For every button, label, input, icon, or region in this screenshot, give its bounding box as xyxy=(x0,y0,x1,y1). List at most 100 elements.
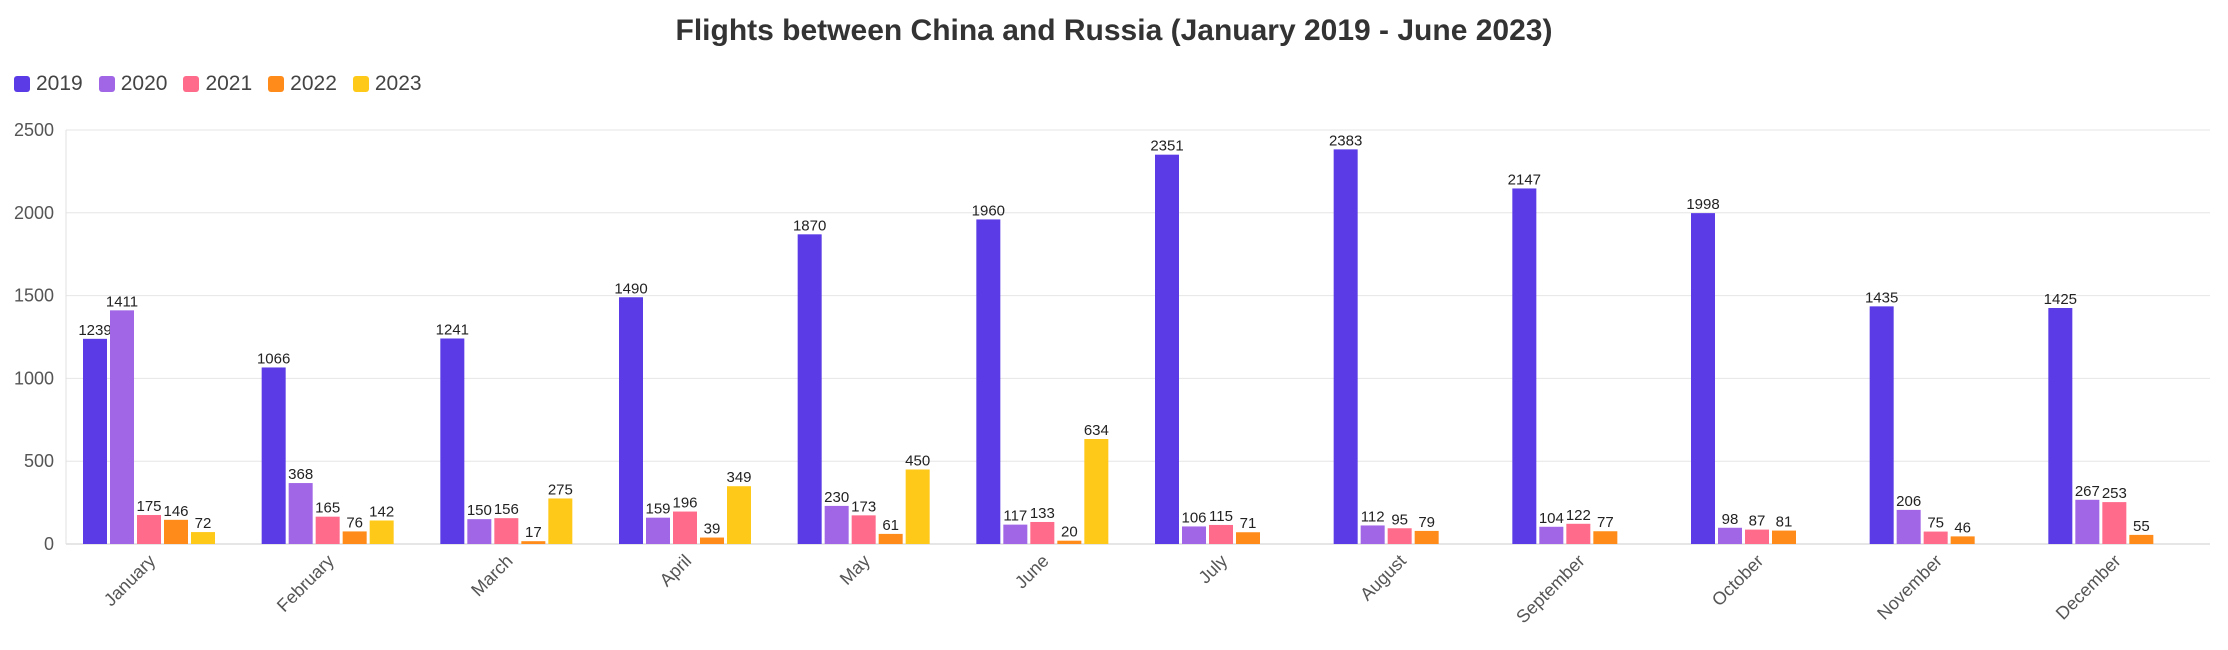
y-tick-label: 2000 xyxy=(14,203,54,223)
data-label-2022-september: 77 xyxy=(1597,514,1614,531)
bar-2021-january xyxy=(137,515,161,544)
legend-item-2022[interactable]: 2022 xyxy=(268,72,337,96)
data-label-2020-june: 117 xyxy=(1003,508,1027,525)
data-label-2022-october: 81 xyxy=(1776,514,1793,531)
data-label-2019-august: 2383 xyxy=(1329,132,1362,149)
bar-2019-may xyxy=(797,234,822,544)
bar-2020-august xyxy=(1360,525,1385,544)
data-label-2022-march: 17 xyxy=(525,524,542,541)
legend-item-2021[interactable]: 2021 xyxy=(183,72,252,96)
data-label-2023-may: 450 xyxy=(905,452,930,469)
bar-2021-february xyxy=(315,516,340,544)
data-label-2021-january: 175 xyxy=(136,498,161,515)
bar-2021-october xyxy=(1745,529,1769,544)
y-tick-label: 0 xyxy=(44,534,54,554)
x-tick-label-september: September xyxy=(1512,551,1588,627)
legend-label-2019: 2019 xyxy=(36,72,83,95)
bar-2021-march xyxy=(494,518,519,544)
legend-item-2020[interactable]: 2020 xyxy=(98,72,168,96)
bar-2022-april xyxy=(700,537,724,544)
data-label-2022-august: 79 xyxy=(1418,514,1435,531)
data-label-2023-february: 142 xyxy=(369,503,394,520)
bar-2019-march xyxy=(440,338,465,544)
legend-label-2023: 2023 xyxy=(374,72,422,95)
y-tick-label: 1000 xyxy=(14,368,54,388)
bar-2020-january xyxy=(110,310,134,544)
bar-2022-october xyxy=(1772,530,1796,544)
data-label-2021-june: 133 xyxy=(1030,505,1055,522)
data-label-2019-june: 1960 xyxy=(972,202,1005,219)
chart-title: Flights between China and Russia (Januar… xyxy=(675,14,1553,47)
data-label-2020-august: 112 xyxy=(1361,508,1385,525)
data-label-2020-september: 104 xyxy=(1539,510,1564,527)
x-tick-label-may: May xyxy=(836,551,874,589)
data-label-2023-march: 275 xyxy=(548,481,573,498)
bar-2020-april xyxy=(646,517,670,544)
bar-2021-may xyxy=(851,515,876,544)
bar-2020-july xyxy=(1182,526,1206,544)
data-label-2022-july: 71 xyxy=(1240,515,1257,532)
bar-2022-november xyxy=(1950,536,1975,544)
legend-swatch-2021 xyxy=(183,76,200,92)
data-label-2020-january: 1411 xyxy=(106,293,138,310)
legend-swatch-2022 xyxy=(268,76,285,92)
legend-swatch-2019 xyxy=(14,76,30,92)
data-label-2023-june: 634 xyxy=(1084,422,1109,439)
bar-2022-december xyxy=(2129,534,2154,544)
legend-item-2023[interactable]: 2023 xyxy=(352,72,422,96)
data-label-2020-november: 206 xyxy=(1896,493,1921,510)
data-label-2020-february: 368 xyxy=(288,466,313,483)
data-label-2022-january: 146 xyxy=(163,503,188,520)
legend-swatch-2023 xyxy=(352,76,369,92)
data-label-2019-april: 1490 xyxy=(614,280,647,297)
y-tick-label: 2500 xyxy=(14,120,54,140)
bar-2021-november xyxy=(1923,531,1948,544)
x-tick-label-february: February xyxy=(273,551,338,616)
bar-2020-june xyxy=(1003,524,1028,544)
data-label-2021-september: 122 xyxy=(1566,507,1591,524)
data-label-2022-may: 61 xyxy=(882,517,899,534)
bar-2019-january xyxy=(83,338,107,544)
legend-label-2021: 2021 xyxy=(205,72,253,95)
bar-2021-june xyxy=(1030,521,1055,544)
bar-2022-january xyxy=(164,519,188,544)
bar-2022-september xyxy=(1593,531,1618,544)
data-label-2021-february: 165 xyxy=(315,500,340,517)
legend-label-2020: 2020 xyxy=(120,72,168,95)
bar-2019-september xyxy=(1512,188,1537,545)
bar-2020-november xyxy=(1896,509,1921,544)
x-tick-label-july: July xyxy=(1195,551,1232,588)
bar-2022-july xyxy=(1236,532,1260,544)
bar-2020-march xyxy=(467,519,492,544)
legend-item-2019[interactable]: 2019 xyxy=(14,72,83,96)
data-label-2020-may: 230 xyxy=(824,489,849,506)
data-label-2021-november: 75 xyxy=(1927,515,1944,532)
x-tick-label-april: April xyxy=(656,551,696,591)
data-label-2021-april: 196 xyxy=(672,495,697,512)
data-label-2022-november: 46 xyxy=(1954,519,1971,536)
bar-2023-june xyxy=(1084,439,1109,544)
data-label-2019-may: 1870 xyxy=(793,217,826,234)
data-label-2019-july: 2351 xyxy=(1150,138,1183,155)
bar-2021-july xyxy=(1209,524,1233,544)
data-label-2019-september: 2147 xyxy=(1508,171,1541,188)
bar-2020-september xyxy=(1539,526,1564,544)
bar-2021-april xyxy=(673,511,697,544)
data-label-2019-february: 1066 xyxy=(257,350,290,367)
x-tick-label-august: August xyxy=(1356,551,1410,605)
bar-2023-april xyxy=(727,486,751,544)
data-label-2022-december: 55 xyxy=(2133,518,2150,535)
bar-2022-february xyxy=(342,531,367,544)
data-label-2019-march: 1241 xyxy=(436,321,469,338)
data-label-2021-december: 253 xyxy=(2102,485,2127,502)
bar-2019-april xyxy=(619,297,643,544)
data-label-2019-january: 1239 xyxy=(78,322,111,339)
data-label-2021-august: 95 xyxy=(1391,511,1408,528)
x-tick-label-october: October xyxy=(1708,551,1767,610)
data-label-2020-october: 98 xyxy=(1722,511,1739,528)
bar-2019-june xyxy=(976,219,1001,544)
y-tick-label: 500 xyxy=(24,451,54,471)
bar-2020-may xyxy=(824,505,849,544)
